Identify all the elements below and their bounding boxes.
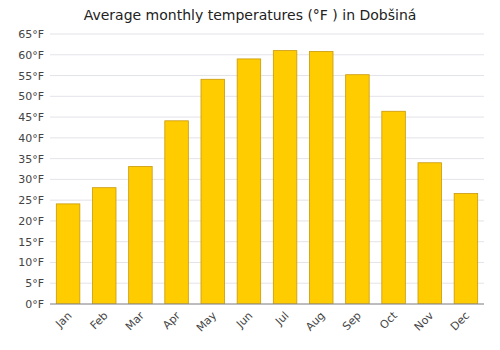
y-tick-label: 20°F [18,215,44,228]
grid-line [50,54,484,55]
x-tick-label: Jul [272,309,291,328]
x-tick-label: Aug [303,309,327,333]
grid-line [50,75,484,76]
title: Average monthly temperatures (°F ) in Do… [84,7,417,23]
x-tick-label: Nov [412,309,437,334]
bar [418,163,442,304]
bar [346,75,370,304]
y-tick-label: 35°F [18,153,44,166]
grid-line [50,137,484,138]
x-axis [50,304,484,305]
bar [201,79,225,304]
grid-line [50,158,484,159]
y-tick-label: 10°F [18,256,44,269]
y-tick-label: 50°F [18,90,44,103]
x-tick-label: Apr [160,309,183,332]
grid [50,34,484,304]
bar [56,204,80,304]
x-tick-label: Dec [448,309,472,333]
y-tick-label: 65°F [18,28,44,41]
y-tick-label: 55°F [18,70,44,83]
grid-line [50,96,484,97]
y-tick-label: 45°F [18,111,44,124]
grid-line [50,34,484,35]
grid-line [50,117,484,118]
y-tick-label: 5°F [25,277,44,290]
bars [56,51,477,304]
y-tick-label: 25°F [18,194,44,207]
y-tick-label: 40°F [18,132,44,145]
x-tick-label: Jun [233,309,255,331]
chart-container: Average monthly temperatures (°F ) in Do… [0,0,500,350]
chart: Average monthly temperatures (°F ) in Do… [0,0,500,350]
x-tick-label: Jan [53,309,75,331]
grid-line [50,304,484,305]
x-tick-label: Mar [123,309,147,333]
bar [309,51,333,304]
x-tick-label: May [194,309,220,335]
bar [129,167,153,304]
y-tick-label: 0°F [25,298,44,311]
bar [454,194,478,304]
bar [165,121,189,304]
bar [92,188,116,304]
x-tick-label: Feb [88,309,111,332]
y-tick-label: 15°F [18,236,44,249]
bar [382,111,406,304]
x-tick-label: Oct [377,309,400,332]
x-tick-label: Sep [340,309,364,333]
y-tick-label: 30°F [18,173,44,186]
bar [273,51,297,304]
y-tick-label: 60°F [18,49,44,62]
bar [237,59,261,304]
